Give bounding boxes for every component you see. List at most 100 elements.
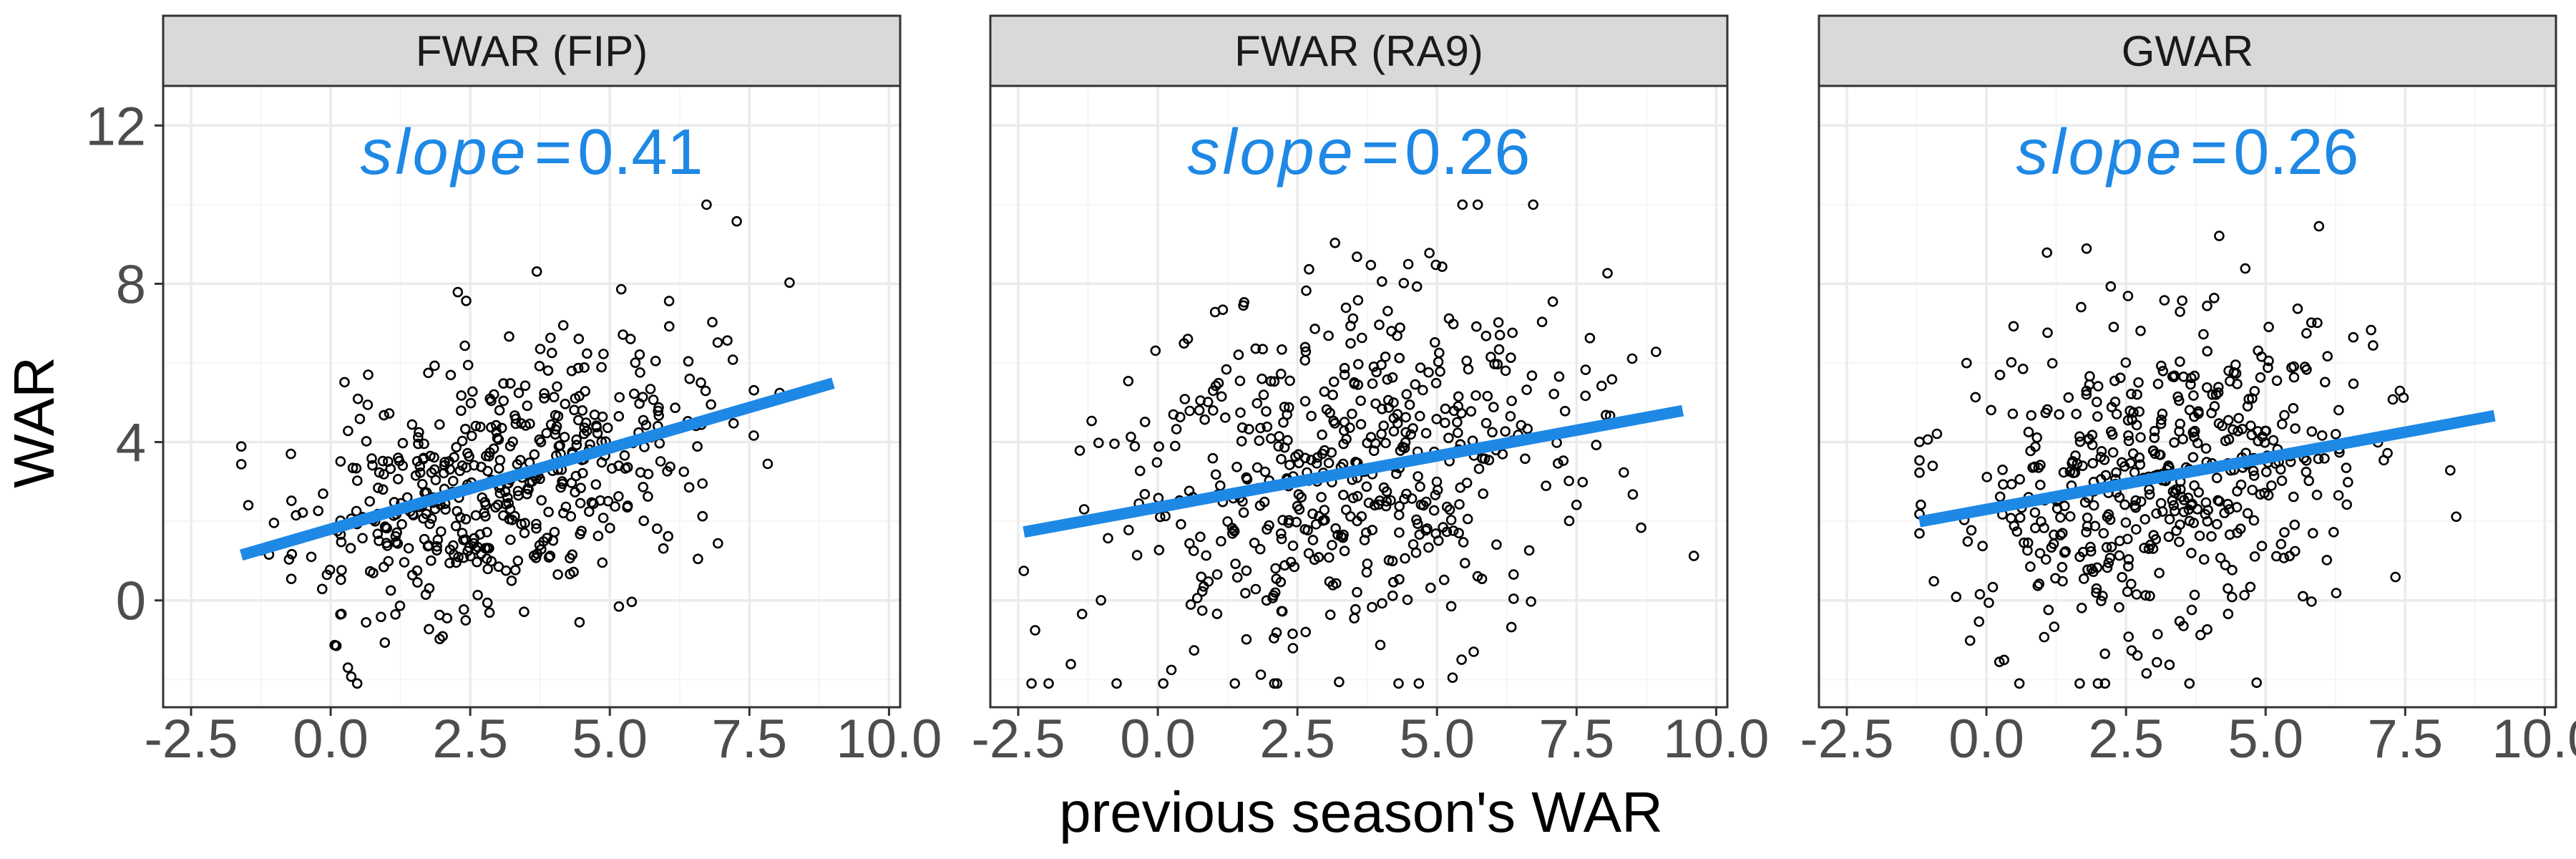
scatter-point (2286, 362, 2297, 373)
scatter-point (2211, 472, 2223, 484)
scatter-point (2060, 545, 2071, 557)
scatter-point (1301, 285, 1312, 296)
scatter-point (545, 332, 556, 344)
scatter-point (1339, 417, 1350, 427)
scatter-point (2129, 500, 2140, 511)
scatter-point (2126, 578, 2137, 590)
scatter-point (414, 461, 426, 472)
scatter-point (396, 519, 407, 530)
scatter-point (1418, 500, 1429, 511)
scatter-point (1493, 344, 1505, 355)
scatter-point (1324, 609, 1336, 621)
scatter-point (2156, 360, 2167, 372)
scatter-point (291, 510, 302, 521)
scatter-point (482, 465, 493, 477)
scatter-point (1916, 499, 1926, 510)
scatter-point (2092, 411, 2103, 422)
scatter-point (1185, 599, 1196, 610)
scatter-point (1357, 332, 1367, 344)
scatter-point (638, 515, 650, 526)
scatter-point (2007, 408, 2019, 419)
scatter-point (1400, 412, 1411, 423)
scatter-point (1987, 581, 1999, 593)
scatter-point (1370, 398, 1381, 409)
scatter-point (1405, 429, 1416, 440)
scatter-point (2103, 509, 2114, 520)
slope-value: 0.41 (577, 117, 703, 188)
x-tick-label: 2.5 (1259, 709, 1335, 770)
scatter-point (2039, 523, 2049, 533)
scatter-point (479, 543, 491, 554)
scatter-point (1272, 678, 1283, 689)
scatter-point (2168, 500, 2179, 511)
y-tick-label: 4 (116, 413, 146, 474)
scatter-point (1307, 508, 1318, 520)
scatter-point (1284, 460, 1295, 470)
scatter-point (1536, 316, 1548, 328)
scatter-point (2131, 589, 2142, 600)
scatter-point (1441, 501, 1453, 513)
scatter-point (452, 286, 464, 298)
scatter-point (2041, 247, 2052, 258)
scatter-point (1209, 306, 1221, 318)
scatter-point (2106, 426, 2117, 437)
scatter-point (2223, 414, 2234, 426)
scatter-point (492, 432, 503, 444)
scatter-point (570, 470, 582, 482)
scatter-point (528, 550, 540, 561)
scatter-point (514, 455, 526, 466)
scatter-point (692, 441, 703, 452)
scatter-point (1275, 368, 1287, 379)
scatter-point (423, 367, 434, 379)
scatter-point (1472, 199, 1483, 210)
scatter-point (2092, 381, 2104, 392)
scatter-point (2301, 328, 2312, 339)
scatter-point (1468, 646, 1479, 657)
scatter-point (1176, 519, 1186, 530)
scatter-point (592, 530, 604, 542)
scatter-point (484, 447, 495, 458)
scatter-point (1444, 504, 1455, 515)
scatter-point (498, 378, 509, 389)
scatter-point (2157, 365, 2169, 377)
x-axis-title: previous season's WAR (1059, 780, 1663, 844)
scatter-point (351, 505, 362, 517)
scatter-point (1139, 489, 1151, 500)
scatter-point (392, 473, 404, 485)
scatter-point (653, 405, 664, 417)
scatter-point (1151, 457, 1163, 468)
scatter-point (2451, 511, 2462, 523)
scatter-point (1216, 391, 1227, 402)
scatter-point (2120, 357, 2132, 368)
scatter-point (406, 570, 418, 581)
scatter-point (1626, 353, 1638, 364)
scatter-point (2306, 596, 2317, 607)
x-tick-label: 0.0 (1120, 709, 1196, 770)
scatter-point (1277, 515, 1288, 525)
scatter-point (2114, 602, 2124, 613)
scatter-point (557, 320, 569, 331)
scatter-point (596, 457, 608, 468)
scatter-point (2149, 425, 2160, 437)
scatter-point (1404, 399, 1415, 410)
scatter-point (622, 500, 633, 511)
scatter-point (444, 558, 455, 568)
scatter-point (1249, 538, 1260, 548)
scatter-point (2445, 465, 2456, 476)
scatter-point (1086, 415, 1097, 427)
scatter-point (486, 555, 497, 567)
scatter-point (2220, 435, 2231, 447)
scatter-point (1361, 567, 1372, 578)
scatter-point (336, 536, 347, 548)
slope-equals: = (2190, 117, 2228, 188)
scatter-point (2123, 554, 2135, 565)
scatter-point (313, 505, 324, 517)
scatter-point (1277, 606, 1288, 617)
scatter-point (634, 349, 645, 360)
scatter-point (1264, 520, 1274, 531)
scatter-point (2175, 356, 2185, 367)
scatter-point (431, 545, 442, 556)
scatter-point (377, 484, 389, 495)
scatter-point (2040, 407, 2051, 419)
